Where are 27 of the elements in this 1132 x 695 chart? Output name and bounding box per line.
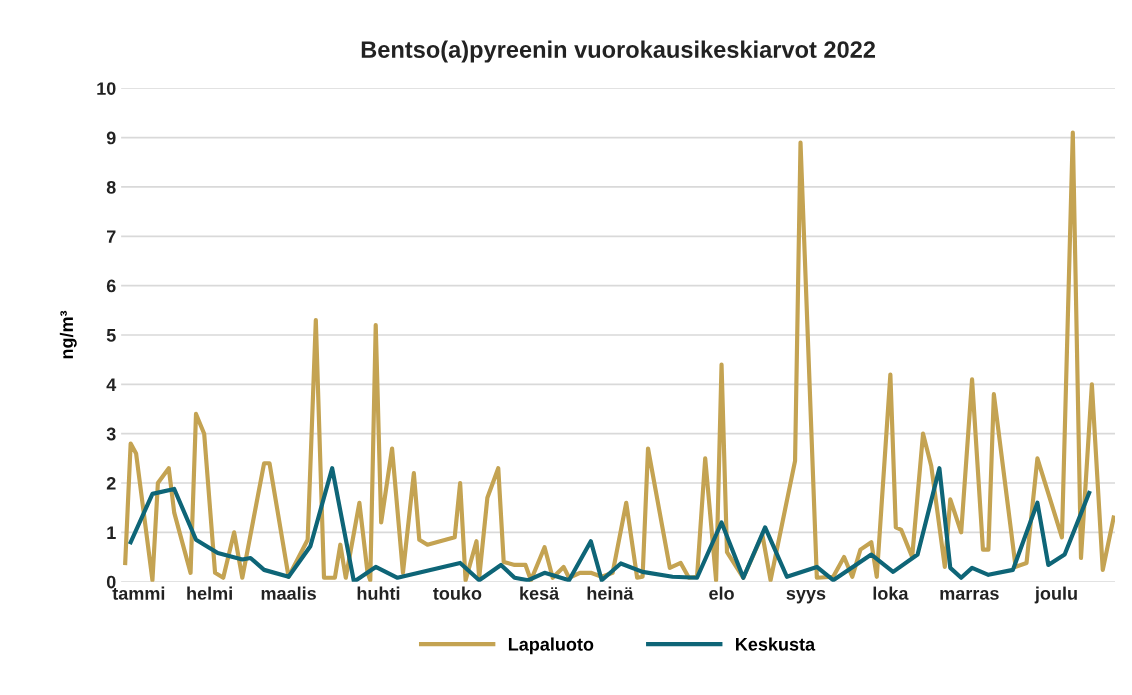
y-axis-title: ng/m³ xyxy=(59,310,77,359)
y-tick-label: 10 xyxy=(97,82,116,95)
x-tick-label: elo xyxy=(709,586,734,600)
x-tick-label: heinä xyxy=(587,586,634,600)
y-tick-label: 4 xyxy=(106,378,117,391)
y-tick-label: 1 xyxy=(107,526,116,539)
y-tick-label: 9 xyxy=(106,131,116,145)
x-tick-label: syys xyxy=(786,589,826,604)
y-tick-label: 8 xyxy=(106,180,116,194)
x-tick-label: huhti xyxy=(357,586,400,600)
chart-title: Bentso(a)pyreenin vuorokausikeskiarvot 2022 xyxy=(361,40,876,63)
legend-label: Keskusta xyxy=(736,637,816,651)
y-tick-label: 5 xyxy=(106,329,116,342)
line-series xyxy=(128,466,1092,582)
line-series xyxy=(123,130,1116,582)
x-tick-label: maalis xyxy=(261,586,316,600)
y-tick-label: 6 xyxy=(106,279,116,293)
x-tick-label: joulu xyxy=(1034,586,1077,604)
x-tick-label: loka xyxy=(873,586,909,600)
y-tick-label: 3 xyxy=(106,427,116,441)
y-tick-label: 7 xyxy=(107,230,116,243)
x-tick-label: kesä xyxy=(520,586,560,600)
x-tick-label: marras xyxy=(940,589,999,600)
legend-label: Lapaluoto xyxy=(508,637,594,655)
y-tick-label: 2 xyxy=(106,476,116,490)
x-tick-label: helmi xyxy=(187,586,232,600)
x-tick-label: touko xyxy=(433,586,482,600)
